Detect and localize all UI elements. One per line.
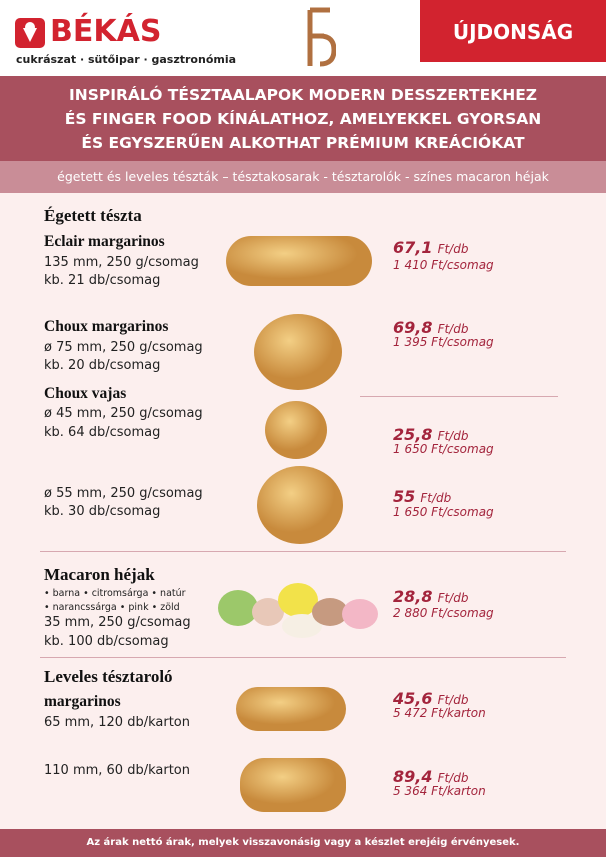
- spec: ø 75 mm, 250 g/csomag: [44, 340, 203, 355]
- price: 67,1 Ft/db: [393, 238, 468, 257]
- price-unit: Ft/db: [420, 491, 452, 505]
- product-name: Eclair margarinos: [44, 233, 165, 250]
- pack-price: 1 650 Ft/csomag: [393, 505, 494, 519]
- price-unit: Ft/db: [437, 591, 469, 605]
- badge: [420, 0, 606, 62]
- subheader-band: [0, 161, 606, 193]
- price-unit: Ft/db: [437, 693, 469, 707]
- pack-price: 1 395 Ft/csomag: [393, 335, 494, 349]
- pack-price: 2 880 Ft/csomag: [393, 606, 494, 620]
- subheader: égetett és leveles tészták – tésztakosar…: [57, 169, 549, 184]
- spec: kb. 100 db/csomag: [44, 634, 169, 649]
- headline-line: ÉS FINGER FOOD KÍNÁLATHOZ, AMELYEKKEL GY…: [64, 110, 542, 128]
- price-unit: Ft/db: [437, 322, 469, 336]
- badge-text: ÚJDONSÁG: [452, 20, 574, 44]
- product-name: Choux margarinos: [44, 318, 169, 335]
- price-value: 25,8: [393, 425, 433, 444]
- choux-image: [265, 401, 327, 459]
- price-value: 28,8: [393, 587, 433, 606]
- macaron-image: [218, 583, 378, 638]
- footer-text: Az árak nettó árak, melyek visszavonásig…: [86, 837, 520, 848]
- tagline: cukrászat · sütőipar · gasztronómia: [16, 53, 237, 66]
- price-unit: Ft/db: [437, 429, 469, 443]
- price-value: 89,4: [393, 767, 433, 786]
- separator: [40, 657, 566, 658]
- spec: 135 mm, 250 g/csomag: [44, 255, 199, 270]
- headline-line: ÉS EGYSZERŰEN ALKOTHAT PRÉMIUM KREÁCIÓKA…: [81, 134, 525, 152]
- footer: [0, 829, 606, 857]
- separator: [360, 396, 558, 397]
- choux-image: [257, 466, 343, 544]
- spec: kb. 20 db/csomag: [44, 358, 161, 373]
- price-unit: Ft/db: [437, 242, 469, 256]
- price-unit: Ft/db: [437, 771, 469, 785]
- eclair-image: [226, 236, 372, 286]
- spec: ø 55 mm, 250 g/csomag: [44, 486, 203, 501]
- headline-line: INSPIRÁLÓ TÉSZTAALAPOK MODERN DESSZERTEK…: [68, 86, 538, 104]
- price-value: 69,8: [393, 318, 433, 337]
- price: 89,4 Ft/db: [393, 767, 468, 786]
- spec: kb. 64 db/csomag: [44, 425, 161, 440]
- section-title: Macaron héjak: [44, 565, 155, 584]
- price-value: 45,6: [393, 689, 433, 708]
- price: 69,8 Ft/db: [393, 318, 468, 337]
- spec: 110 mm, 60 db/karton: [44, 763, 190, 778]
- price: 25,8 Ft/db: [393, 425, 468, 444]
- colors: • narancssárga • pink • zöld: [44, 602, 180, 613]
- price-value: 55: [393, 487, 416, 506]
- product-name: Choux vajas: [44, 385, 127, 402]
- product-name: margarinos: [44, 693, 121, 710]
- roll-image: [240, 758, 346, 812]
- choux-image: [254, 314, 342, 390]
- logo: BÉKÁS: [50, 14, 162, 49]
- colors: • barna • citromsárga • natúr: [44, 588, 186, 599]
- fb-logo: [307, 7, 336, 67]
- headline-band: [0, 76, 606, 161]
- price: 45,6 Ft/db: [393, 689, 468, 708]
- price: 28,8 Ft/db: [393, 587, 468, 606]
- section-title: Égetett tészta: [44, 206, 142, 225]
- spec: kb. 30 db/csomag: [44, 504, 161, 519]
- spec: 35 mm, 250 g/csomag: [44, 615, 191, 630]
- spec: 65 mm, 120 db/karton: [44, 715, 190, 730]
- pack-price: 5 364 Ft/karton: [393, 784, 486, 798]
- pack-price: 1 410 Ft/csomag: [393, 258, 494, 272]
- roll-image: [236, 687, 346, 731]
- pack-price: 5 472 Ft/karton: [393, 706, 486, 720]
- spec: kb. 21 db/csomag: [44, 273, 161, 288]
- section-title: Leveles tésztaroló: [44, 667, 173, 686]
- spec: ø 45 mm, 250 g/csomag: [44, 406, 203, 421]
- price-value: 67,1: [393, 238, 433, 257]
- separator: [40, 551, 566, 552]
- price: 55 Ft/db: [393, 487, 451, 506]
- pack-price: 1 650 Ft/csomag: [393, 442, 494, 456]
- logo-icon: [15, 18, 45, 48]
